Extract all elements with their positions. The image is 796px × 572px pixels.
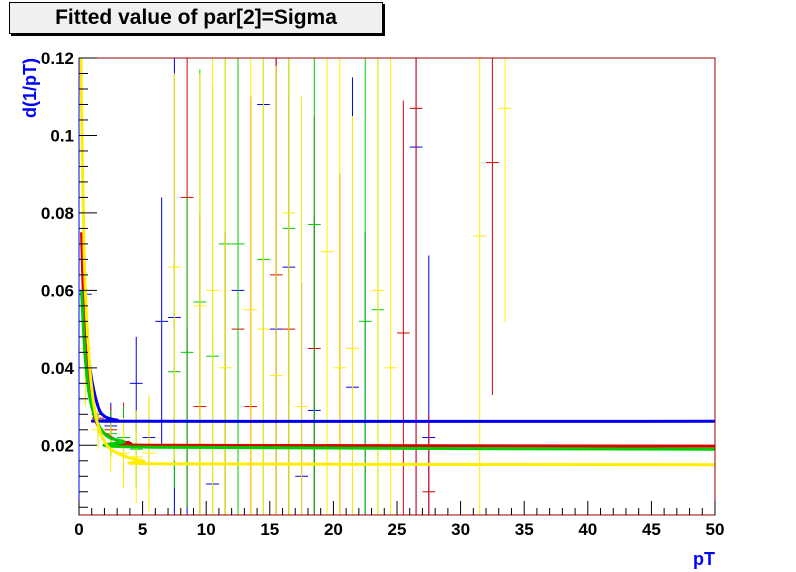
y-tick-label: 0.06 <box>41 281 74 300</box>
axis-layer: 0 5 10 15 20 25 30 35 40 45 50 0.02 0.04 0.06 0.08 0.1 0… <box>41 49 725 539</box>
x-tick-label: 5 <box>138 520 147 539</box>
y-tick-label: 0.08 <box>41 204 74 223</box>
x-tick-label: 30 <box>451 520 470 539</box>
fit-curve <box>81 294 716 423</box>
x-tick-label: 40 <box>578 520 597 539</box>
fit-curve <box>79 57 716 467</box>
y-tick-label: 0.02 <box>41 436 74 455</box>
x-tick-label: 35 <box>515 520 534 539</box>
fit-curve <box>80 290 716 451</box>
x-tick-label: 15 <box>260 520 279 539</box>
x-tick-label: 20 <box>324 520 343 539</box>
y-axis-label: d(1/pT) <box>20 58 40 118</box>
data-layer <box>79 58 512 515</box>
x-tick-label: 45 <box>642 520 661 539</box>
x-tick-label: 50 <box>706 520 725 539</box>
fit-layer <box>79 57 716 467</box>
x-tick-label: 10 <box>197 520 216 539</box>
y-tick-label: 0.04 <box>41 359 75 378</box>
x-tick-label: 25 <box>388 520 407 539</box>
x-axis-label: pT <box>693 549 715 569</box>
fit-curve <box>80 232 716 448</box>
y-tick-label: 0.12 <box>41 49 74 68</box>
chart-title: Fitted value of par[2]=Sigma <box>9 2 383 34</box>
y-tick-label: 0.1 <box>50 126 74 145</box>
x-tick-label: 0 <box>74 520 83 539</box>
